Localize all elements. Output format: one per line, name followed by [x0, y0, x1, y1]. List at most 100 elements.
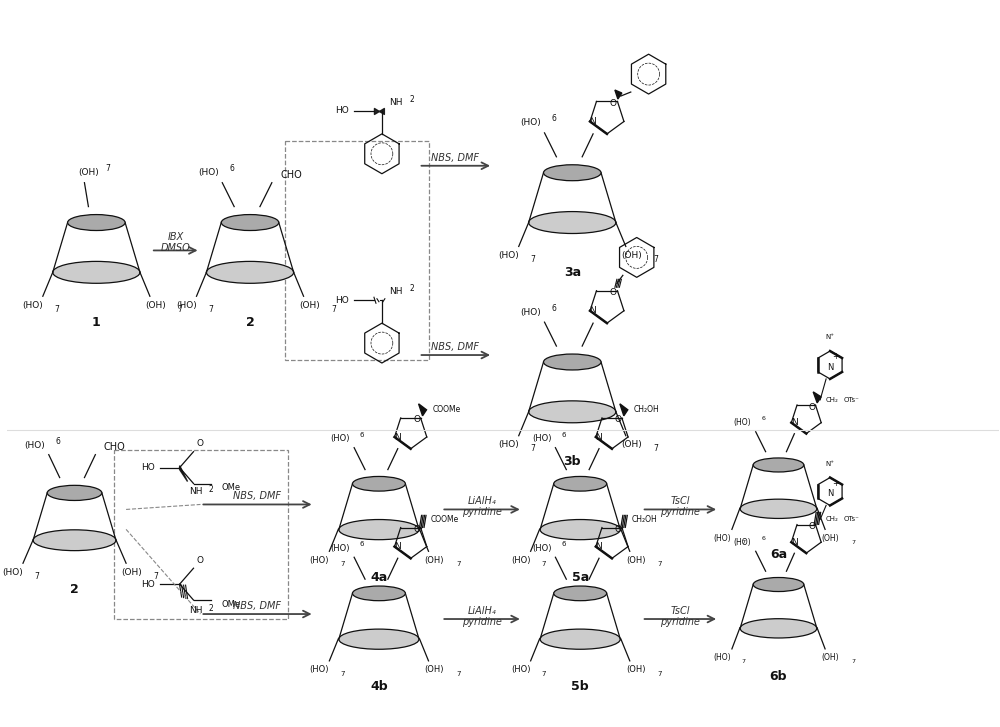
Text: (OH): (OH)	[122, 568, 142, 577]
Text: N: N	[590, 117, 596, 126]
Text: O: O	[610, 99, 617, 108]
Text: 6b: 6b	[770, 670, 787, 683]
Text: (HO): (HO)	[511, 665, 530, 675]
Polygon shape	[180, 465, 188, 481]
Text: N: N	[595, 542, 602, 551]
Text: (OH): (OH)	[821, 534, 839, 543]
Text: 2: 2	[246, 316, 254, 329]
Polygon shape	[419, 403, 427, 416]
Text: N: N	[394, 542, 401, 551]
Text: 7: 7	[657, 561, 662, 567]
Text: O: O	[197, 555, 204, 565]
Ellipse shape	[529, 212, 616, 233]
Text: (OH): (OH)	[626, 555, 645, 565]
Text: OMe: OMe	[221, 483, 240, 492]
Text: +: +	[832, 478, 839, 488]
Ellipse shape	[554, 586, 607, 601]
Text: 7: 7	[106, 164, 111, 173]
Text: (OH): (OH)	[425, 665, 444, 675]
Text: NBS, DMF: NBS, DMF	[233, 491, 281, 502]
Ellipse shape	[529, 401, 616, 423]
Text: (HO): (HO)	[331, 544, 350, 553]
Text: O: O	[808, 522, 815, 531]
Text: 7: 7	[653, 444, 658, 453]
Ellipse shape	[53, 262, 140, 284]
Text: (HO): (HO)	[310, 555, 329, 565]
Text: (HO): (HO)	[713, 654, 731, 662]
Text: (HO): (HO)	[733, 418, 751, 427]
Text: LiAlH₄: LiAlH₄	[468, 606, 496, 616]
Text: TsCl: TsCl	[671, 606, 690, 616]
Text: (HO): (HO)	[331, 434, 350, 443]
Text: 7: 7	[340, 671, 344, 677]
Text: 2: 2	[70, 582, 79, 595]
Text: 7: 7	[331, 305, 336, 314]
Text: N: N	[590, 306, 596, 316]
Text: (OH): (OH)	[626, 665, 645, 675]
Text: 2: 2	[409, 284, 414, 293]
Text: (HO): (HO)	[532, 434, 551, 443]
Text: N: N	[394, 433, 401, 441]
Text: N: N	[827, 489, 833, 498]
Ellipse shape	[221, 214, 279, 230]
Text: N: N	[791, 418, 798, 427]
Text: 7: 7	[456, 671, 460, 677]
Text: O: O	[808, 403, 815, 411]
Text: pyridine: pyridine	[660, 507, 700, 518]
Polygon shape	[615, 90, 622, 99]
Text: COOMe: COOMe	[432, 406, 461, 414]
Text: CHO: CHO	[103, 442, 125, 451]
Text: 2: 2	[209, 603, 214, 613]
Text: 6: 6	[552, 114, 557, 124]
Text: 7: 7	[34, 571, 39, 581]
Ellipse shape	[206, 262, 294, 284]
Text: (HO): (HO)	[3, 568, 23, 577]
Text: 7: 7	[653, 255, 658, 264]
Text: (HO): (HO)	[511, 555, 530, 565]
Text: 7: 7	[530, 255, 535, 264]
Text: 5a: 5a	[572, 571, 589, 584]
Polygon shape	[620, 403, 628, 416]
Text: (HO): (HO)	[498, 440, 519, 449]
Text: HO: HO	[141, 463, 155, 472]
Text: +: +	[832, 352, 839, 361]
Text: (HO): (HO)	[520, 308, 541, 317]
Text: 3b: 3b	[564, 455, 581, 468]
Ellipse shape	[554, 476, 607, 491]
Ellipse shape	[339, 629, 419, 649]
Text: (HO): (HO)	[520, 119, 541, 127]
Text: 7: 7	[742, 659, 746, 664]
Text: 2: 2	[409, 95, 414, 103]
Text: (OH): (OH)	[299, 301, 320, 310]
Text: (OH): (OH)	[78, 168, 99, 177]
Text: 6: 6	[360, 432, 364, 438]
Text: NBS, DMF: NBS, DMF	[233, 601, 281, 611]
Text: NBS, DMF: NBS, DMF	[431, 153, 479, 163]
Ellipse shape	[753, 577, 804, 592]
Text: 6: 6	[360, 542, 364, 547]
Text: 7: 7	[742, 540, 746, 545]
Text: NBS, DMF: NBS, DMF	[431, 342, 479, 352]
Text: CH₂OH: CH₂OH	[634, 406, 659, 414]
Text: CH₂: CH₂	[826, 397, 839, 403]
Ellipse shape	[47, 486, 102, 500]
Text: 7: 7	[530, 444, 535, 453]
Text: N⁺: N⁺	[826, 334, 835, 340]
Text: (OH): (OH)	[425, 555, 444, 565]
Ellipse shape	[753, 458, 804, 472]
Text: (HO): (HO)	[498, 251, 519, 260]
Text: N: N	[791, 538, 798, 547]
Text: pyridine: pyridine	[660, 617, 700, 627]
Text: 7: 7	[177, 305, 182, 314]
Text: 2: 2	[209, 485, 214, 494]
Text: IBX: IBX	[168, 233, 184, 243]
Text: 6: 6	[762, 536, 766, 541]
Text: 6: 6	[561, 432, 566, 438]
Text: pyridine: pyridine	[462, 617, 502, 627]
Ellipse shape	[540, 520, 620, 539]
Ellipse shape	[740, 619, 817, 638]
Text: 6: 6	[230, 164, 235, 173]
Text: (OH): (OH)	[621, 251, 642, 260]
Text: 6: 6	[552, 304, 557, 313]
Text: (HO): (HO)	[310, 665, 329, 675]
